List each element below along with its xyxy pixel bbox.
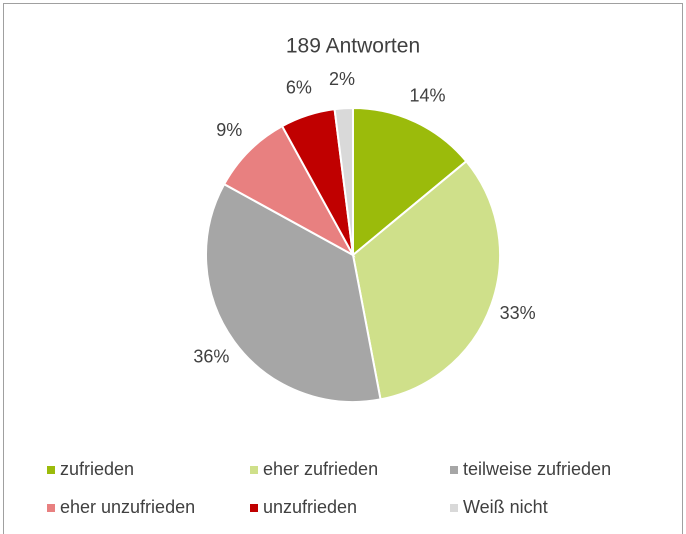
pie-slice bbox=[333, 106, 354, 256]
data-label: 14% bbox=[409, 85, 445, 105]
legend-label: Weiß nicht bbox=[463, 497, 548, 517]
data-label: 2% bbox=[329, 69, 355, 89]
data-label: 36% bbox=[193, 347, 229, 367]
data-label: 33% bbox=[500, 303, 536, 323]
frame bbox=[3, 3, 683, 534]
legend-swatch bbox=[47, 504, 55, 512]
pie-slice bbox=[352, 106, 468, 258]
legend-label: eher zufrieden bbox=[263, 459, 378, 479]
legend-swatch bbox=[250, 466, 258, 474]
legend-label: eher unzufrieden bbox=[60, 497, 195, 517]
pie-slice bbox=[351, 159, 501, 401]
pie-slice bbox=[205, 182, 382, 403]
legend-swatch bbox=[450, 504, 458, 512]
legend-label: zufrieden bbox=[60, 459, 134, 479]
legend-label: unzufrieden bbox=[263, 497, 357, 517]
chart-title: 189 Antworten bbox=[286, 35, 420, 58]
legend-swatch bbox=[450, 466, 458, 474]
legend-label: teilweise zufrieden bbox=[463, 459, 611, 479]
legend-swatch bbox=[47, 466, 55, 474]
pie-slice bbox=[222, 124, 356, 258]
legend-swatch bbox=[250, 504, 258, 512]
data-label: 9% bbox=[216, 120, 242, 140]
data-label: 6% bbox=[286, 77, 312, 97]
